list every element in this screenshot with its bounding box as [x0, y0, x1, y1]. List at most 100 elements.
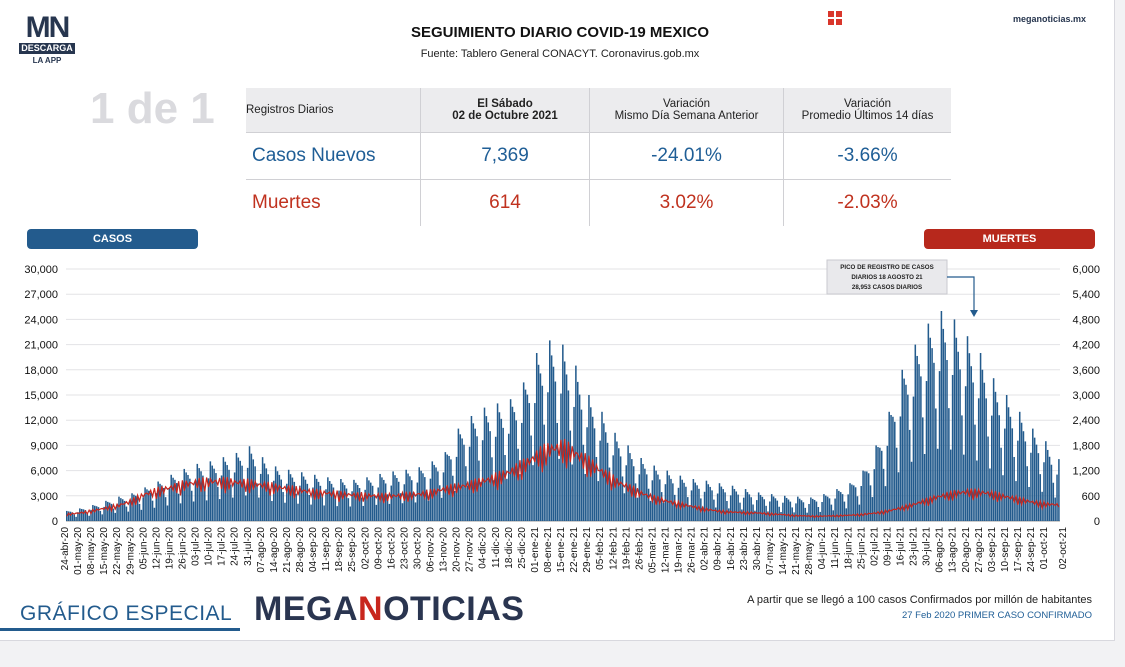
- x-tick-label: 19-jun-20: [164, 527, 175, 570]
- x-tick-label: 04-jun-21: [817, 527, 828, 570]
- casos-bar: [970, 366, 973, 521]
- casos-bar: [517, 448, 519, 521]
- casos-bar: [949, 449, 952, 521]
- casos-bar: [202, 475, 204, 521]
- casos-bar: [769, 501, 771, 521]
- casos-bar: [438, 485, 441, 521]
- casos-bar: [407, 473, 409, 521]
- casos-bar: [535, 353, 538, 521]
- meganoticias-logo[interactable]: MN DESCARGA LA APP: [19, 13, 75, 65]
- casos-bar: [511, 406, 514, 521]
- casos-bar: [864, 471, 866, 521]
- casos-bar: [1033, 437, 1036, 521]
- casos-bar: [120, 498, 122, 521]
- casos-bar: [465, 466, 467, 521]
- casos-bar: [297, 503, 299, 521]
- casos-bar: [431, 461, 434, 521]
- casos-bar: [144, 487, 146, 521]
- x-tick-label: 03-jul-20: [191, 527, 202, 566]
- casos-bar: [1052, 482, 1055, 521]
- muertes-value: 614: [420, 179, 590, 226]
- casos-bar: [187, 474, 189, 521]
- casos-bar: [217, 486, 219, 521]
- casos-bar: [489, 431, 491, 521]
- casos-bar: [811, 498, 814, 521]
- summary-table: Registros Diarios El Sábado 02 de Octubr…: [246, 88, 951, 226]
- casos-bar: [375, 504, 378, 521]
- casos-bar: [325, 489, 327, 521]
- casos-bar: [293, 481, 296, 521]
- x-tick-label: 27-ago-21: [974, 527, 985, 573]
- casos-bar: [899, 416, 902, 521]
- casos-bar: [782, 502, 784, 521]
- site-url[interactable]: meganoticias.mx: [1013, 14, 1087, 24]
- casos-bar: [601, 411, 603, 521]
- casos-bar: [558, 458, 560, 521]
- casos-bar: [75, 516, 77, 521]
- casos-bar: [645, 474, 648, 521]
- x-tick-label: 10-jul-20: [204, 527, 215, 566]
- casos-bar: [834, 498, 836, 521]
- casos-bar: [731, 485, 734, 521]
- casos-bar: [698, 488, 700, 521]
- grid-icon[interactable]: [828, 11, 842, 25]
- x-tick-label: 11-jun-21: [830, 527, 841, 569]
- casos-bar: [938, 371, 941, 521]
- casos-bar: [914, 344, 917, 521]
- casos-bar: [483, 407, 486, 521]
- summary-col-date: El Sábado 02 de Octubre 2021: [420, 88, 590, 133]
- casos-bar: [478, 460, 480, 521]
- casos-bar: [416, 482, 419, 521]
- casos-bar: [696, 485, 698, 521]
- casos-bar: [168, 488, 171, 521]
- casos-bar: [494, 436, 497, 521]
- x-tick-label: 23-oct-20: [399, 527, 410, 570]
- casos-bar: [707, 484, 710, 521]
- casos-bar: [1035, 444, 1038, 521]
- casos-bar: [724, 492, 726, 521]
- casos-bar: [480, 482, 482, 521]
- x-tick-label: 03-sep-21: [987, 527, 998, 572]
- casos-bar: [763, 499, 766, 521]
- casos-bar: [718, 483, 721, 521]
- casos-bar: [991, 415, 993, 521]
- casos-bar: [1020, 422, 1023, 521]
- x-tick-label: 19-feb-21: [621, 527, 632, 570]
- y-left-tick-label: 6,000: [30, 466, 58, 478]
- casos-bar: [88, 515, 90, 521]
- casos-bar: [448, 455, 450, 521]
- casos-bar: [176, 483, 178, 521]
- casos-bar: [440, 497, 443, 521]
- casos-bar: [869, 485, 872, 521]
- x-tick-label: 02-jul-21: [869, 527, 880, 566]
- casos-bar: [733, 488, 736, 521]
- casos-bar: [342, 482, 344, 521]
- casos-bar: [565, 374, 568, 521]
- y-left-tick-label: 24,000: [24, 314, 58, 326]
- casos-axis-badge: CASOS: [27, 229, 198, 249]
- x-tick-label: 02-oct-20: [360, 527, 371, 570]
- casos-bar: [569, 430, 572, 521]
- covid-chart: 0 3,000 6,000 9,000 12,000 15,000 18,000 21,000…: [24, 259, 1100, 575]
- casos-bar: [103, 506, 105, 521]
- casos-bar: [935, 408, 937, 521]
- casos-bar: [560, 393, 562, 521]
- casos-bar: [267, 474, 269, 521]
- brand-part-b: N: [358, 590, 384, 628]
- x-tick-label: 23-jul-21: [909, 527, 920, 566]
- casos-bar: [590, 407, 592, 521]
- casos-bar: [694, 482, 697, 521]
- casos-bar: [362, 505, 365, 521]
- brand-part-c: OTICIAS: [383, 590, 525, 628]
- casos-bar: [866, 471, 868, 521]
- casos-bar: [528, 403, 531, 521]
- casos-bar: [179, 503, 182, 521]
- casos-bar: [386, 494, 389, 521]
- casos-bar: [783, 495, 786, 521]
- casos-bar: [308, 495, 310, 521]
- casos-bar: [880, 450, 883, 521]
- y-right-tick-label: 0: [1094, 516, 1100, 528]
- footer-accent-line: [0, 628, 240, 631]
- casos-bar: [839, 492, 842, 521]
- x-tick-label: 19-mar-21: [674, 527, 685, 574]
